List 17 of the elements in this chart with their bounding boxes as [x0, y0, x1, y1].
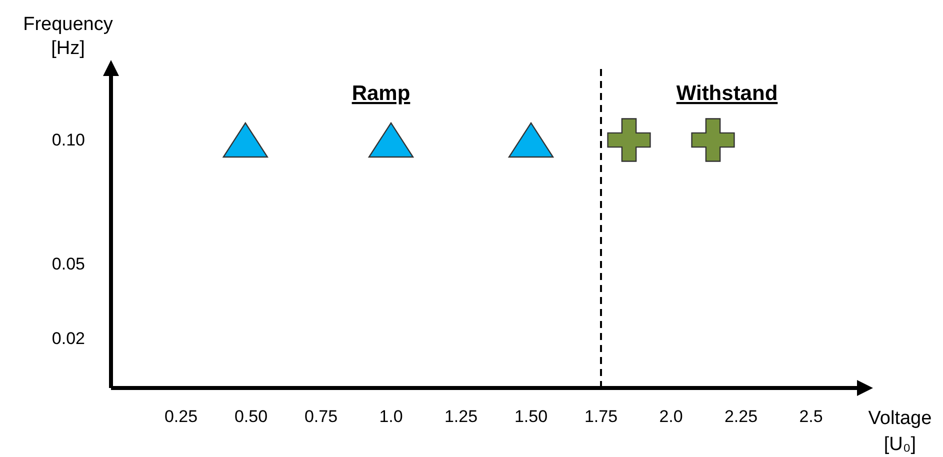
- x-tick-label: 2.25: [724, 407, 758, 426]
- y-tick-label: 0.10: [52, 130, 85, 150]
- x-tick-label: 1.75: [584, 407, 618, 426]
- y-tick-label: 0.05: [52, 254, 85, 274]
- y-tick-label: 0.02: [52, 328, 85, 348]
- x-tick-label: 0.25: [164, 407, 198, 426]
- annotation: Ramp: [352, 82, 410, 105]
- x-tick-label: 2.0: [659, 407, 683, 426]
- x-tick-label: 0.50: [234, 407, 268, 426]
- x-tick-label: 0.75: [304, 407, 338, 426]
- x-axis-title: Voltage [U₀]: [868, 408, 932, 455]
- annotation: Withstand: [676, 82, 778, 105]
- x-tick-label: 1.0: [379, 407, 403, 426]
- y-axis-title: Frequency [Hz]: [23, 14, 114, 59]
- x-tick-label: 2.5: [799, 407, 823, 426]
- x-tick-label: 1.25: [444, 407, 478, 426]
- x-tick-label: 1.50: [514, 407, 548, 426]
